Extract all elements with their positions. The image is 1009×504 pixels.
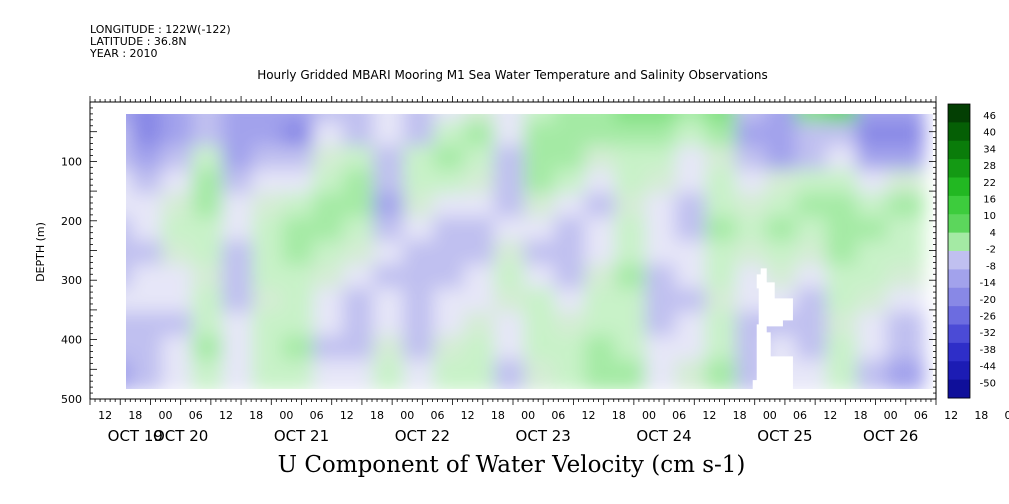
x-tick-label: 06 bbox=[551, 409, 565, 422]
colorbar-swatch bbox=[948, 214, 970, 234]
x-date-label: OCT 20 bbox=[153, 427, 208, 445]
colorbar-frame bbox=[947, 103, 971, 399]
colorbar-label: -2 bbox=[986, 245, 996, 256]
x-tick-label: 06 bbox=[914, 409, 928, 422]
colorbar-label: -20 bbox=[980, 295, 996, 306]
x-date-label: OCT 19 bbox=[108, 427, 163, 445]
colorbar-label: 46 bbox=[983, 111, 996, 122]
colorbar-swatch bbox=[948, 195, 970, 215]
colorbar-swatch bbox=[948, 232, 970, 252]
colorbar-label: 34 bbox=[983, 144, 996, 155]
colorbar-swatch bbox=[948, 361, 970, 381]
x-date-label: OCT 26 bbox=[863, 427, 918, 445]
x-tick-label: 12 bbox=[340, 409, 354, 422]
x-tick-label: 18 bbox=[853, 409, 867, 422]
colorbar-swatch bbox=[948, 287, 970, 307]
x-tick-label: 00 bbox=[884, 409, 898, 422]
colorbar-label: -14 bbox=[980, 278, 996, 289]
colorbar-label: 16 bbox=[983, 195, 996, 206]
y-tick-label: 300 bbox=[61, 274, 82, 287]
x-tick-label: 00 bbox=[279, 409, 293, 422]
x-date-label: OCT 21 bbox=[274, 427, 329, 445]
x-tick-label: 12 bbox=[823, 409, 837, 422]
heatmap-field bbox=[126, 114, 925, 389]
y-tick-label: 100 bbox=[61, 155, 82, 168]
x-tick-label: 18 bbox=[733, 409, 747, 422]
header-info: LONGITUDE : 122W(-122) LATITUDE : 36.8N … bbox=[90, 24, 231, 60]
x-tick-label: 00 bbox=[763, 409, 777, 422]
colorbar-label: -26 bbox=[980, 311, 996, 322]
x-date-label: OCT 22 bbox=[395, 427, 450, 445]
x-tick-label: 06 bbox=[672, 409, 686, 422]
colorbar-label: 4 bbox=[990, 228, 996, 239]
x-date-label: OCT 25 bbox=[757, 427, 812, 445]
axes: 12 18 00 06 12 18 00 06 12 18 00 06 12 18 00 06 12 18 00 06… bbox=[61, 96, 1009, 445]
colorbar-swatch bbox=[948, 177, 970, 197]
colorbar-swatch bbox=[948, 104, 970, 123]
x-tick-label: 12 bbox=[582, 409, 596, 422]
colorbar-swatch bbox=[948, 306, 970, 325]
heatmap-cell bbox=[886, 359, 925, 389]
variable-title: U Component of Water Velocity (cm s-1) bbox=[277, 452, 746, 478]
colorbar-swatch bbox=[948, 269, 970, 289]
x-tick-label: 12 bbox=[461, 409, 475, 422]
latitude-label: LATITUDE : 36.8N bbox=[90, 35, 187, 48]
x-tick-label: 12 bbox=[98, 409, 112, 422]
colorbar-swatch bbox=[948, 251, 970, 270]
colorbar-label: 40 bbox=[983, 128, 996, 139]
y-axis-label: DEPTH (m) bbox=[34, 222, 47, 282]
x-tick-label: 00 bbox=[642, 409, 656, 422]
colorbar-label: 10 bbox=[983, 211, 996, 222]
x-tick-label: 06 bbox=[793, 409, 807, 422]
colorbar-label: -8 bbox=[986, 261, 996, 272]
colorbar-label: -32 bbox=[980, 328, 996, 339]
x-tick-label: 06 bbox=[189, 409, 203, 422]
x-tick-label: 06 bbox=[310, 409, 324, 422]
x-tick-label: 18 bbox=[491, 409, 505, 422]
colorbar-label: 28 bbox=[983, 161, 996, 172]
longitude-label: LONGITUDE : 122W(-122) bbox=[90, 23, 231, 36]
x-tick-label: 12 bbox=[702, 409, 716, 422]
heatmap-cells bbox=[126, 114, 925, 389]
missing-data-region bbox=[752, 268, 793, 391]
x-tick-label: 12 bbox=[944, 409, 958, 422]
x-tick-label: 18 bbox=[249, 409, 263, 422]
colorbar-swatch bbox=[948, 324, 970, 344]
colorbar-swatch bbox=[948, 140, 970, 160]
x-tick-label: 00 bbox=[1005, 409, 1009, 422]
x-tick-label: 00 bbox=[521, 409, 535, 422]
colorbar-swatch bbox=[948, 159, 970, 178]
y-tick-label: 200 bbox=[61, 215, 82, 228]
year-label: YEAR : 2010 bbox=[90, 47, 158, 60]
missing-data-shape bbox=[752, 268, 793, 391]
colorbar-label: 22 bbox=[983, 178, 996, 189]
y-tick-label: 400 bbox=[61, 334, 82, 347]
colorbar-label: -38 bbox=[980, 345, 996, 356]
x-date-label: OCT 23 bbox=[516, 427, 571, 445]
x-tick-label: 00 bbox=[159, 409, 173, 422]
x-tick-label: 06 bbox=[430, 409, 444, 422]
x-tick-label: 00 bbox=[400, 409, 414, 422]
x-tick-label: 18 bbox=[370, 409, 384, 422]
colorbar-swatch bbox=[948, 379, 970, 399]
chart-title: Hourly Gridded MBARI Mooring M1 Sea Wate… bbox=[257, 68, 768, 82]
colorbar-label: -44 bbox=[980, 362, 996, 373]
x-tick-label: 18 bbox=[128, 409, 142, 422]
colorbar-label: -50 bbox=[980, 378, 996, 389]
x-tick-label: 12 bbox=[219, 409, 233, 422]
colorbar: 46 40 34 28 22 16 10 4 -2 -8 -14 -20 -26 -32 -38 -44 -50 bbox=[947, 103, 996, 399]
y-tick-label: 500 bbox=[61, 393, 82, 406]
colorbar-swatch bbox=[948, 342, 970, 362]
colorbar-swatch bbox=[948, 122, 970, 142]
x-date-label: OCT 24 bbox=[636, 427, 691, 445]
x-tick-label: 18 bbox=[974, 409, 988, 422]
x-tick-label: 18 bbox=[612, 409, 626, 422]
